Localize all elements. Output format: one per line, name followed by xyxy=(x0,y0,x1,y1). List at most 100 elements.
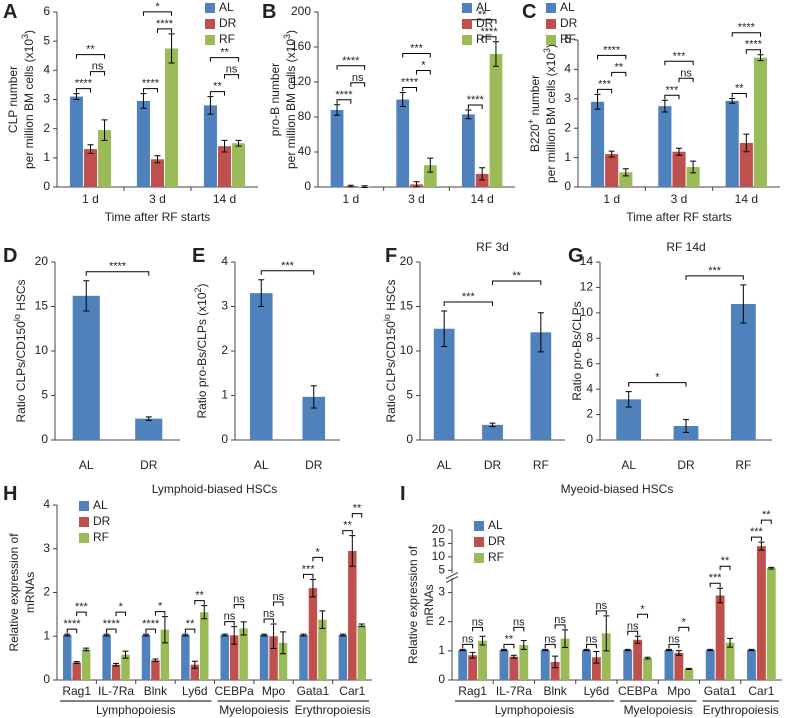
error-bar xyxy=(717,587,724,604)
bar xyxy=(111,664,121,680)
significance-label: ** xyxy=(512,270,521,282)
error-bar xyxy=(622,168,629,177)
y-axis-label-part: mRNAs xyxy=(23,572,37,613)
bar xyxy=(753,57,768,187)
x-tick-label: Blnk xyxy=(543,684,567,698)
significance-bracket xyxy=(481,36,497,41)
significance-bracket xyxy=(627,630,639,636)
y-tick-label: 5 xyxy=(406,388,413,402)
significance-bracket xyxy=(115,611,127,617)
bar xyxy=(590,101,605,187)
significance-bracket xyxy=(336,65,366,70)
bar xyxy=(468,655,478,680)
significance-label: *** xyxy=(708,265,722,277)
bar xyxy=(181,634,190,680)
bar xyxy=(278,642,288,680)
error-bar xyxy=(465,109,472,120)
significance-label: ** xyxy=(505,633,514,645)
y-axis-label: mRNAs xyxy=(422,584,436,625)
y-axis-label-part: ) xyxy=(22,30,36,34)
significance-label: ns xyxy=(224,611,236,623)
bar xyxy=(664,649,674,680)
error-bar xyxy=(261,633,268,637)
axis-break xyxy=(445,572,459,583)
y-axis-label-part: ) xyxy=(284,30,298,34)
x-tick-label: Car1 xyxy=(748,684,774,698)
significance-label: * xyxy=(655,372,660,384)
error-bar xyxy=(729,98,736,104)
significance-bracket xyxy=(184,628,196,634)
x-tick-label: Gata1 xyxy=(704,684,737,698)
chart-title: Myeoid-biased HSCs xyxy=(561,482,674,496)
panel-letter: I xyxy=(400,483,406,505)
x-tick-label: Car1 xyxy=(339,684,365,698)
error-bar xyxy=(191,660,198,669)
significance-label: ns xyxy=(680,67,692,79)
y-tick-label: 2 xyxy=(221,343,228,357)
bar xyxy=(705,649,715,680)
error-bar xyxy=(583,648,590,652)
legend-swatch xyxy=(462,19,472,29)
significance-label: *** xyxy=(750,526,764,538)
bar xyxy=(582,649,591,680)
significance-label: **** xyxy=(142,78,160,90)
significance-label: *** xyxy=(673,50,687,62)
significance-label: **** xyxy=(745,39,763,51)
bar xyxy=(633,639,643,680)
significance-label: ns xyxy=(668,633,680,645)
legend-swatch xyxy=(205,3,215,13)
bar xyxy=(299,634,308,680)
bar xyxy=(190,664,200,680)
error-bar xyxy=(221,633,228,637)
significance-bracket xyxy=(351,513,363,518)
error-bar xyxy=(240,621,247,636)
significance-label: **** xyxy=(335,89,353,101)
y-tick-label: 2 xyxy=(438,614,445,628)
legend-swatch xyxy=(546,3,556,13)
significance-bracket xyxy=(209,57,240,62)
bar xyxy=(623,649,633,680)
panel-letter: B xyxy=(262,1,276,23)
error-bar xyxy=(441,310,448,348)
significance-label: ns xyxy=(233,594,245,606)
bar xyxy=(269,636,278,680)
significance-bracket xyxy=(611,71,627,77)
bar xyxy=(348,550,357,680)
y-tick-label: 20 xyxy=(432,522,446,536)
bar xyxy=(747,649,756,680)
y-tick-label: 80 xyxy=(298,109,312,123)
x-tick-label: RF xyxy=(735,458,751,472)
group-label: Erythropoiesis xyxy=(703,703,779,717)
y-axis-label-part: number xyxy=(528,75,542,119)
error-bar xyxy=(748,648,755,652)
error-bar xyxy=(154,155,161,164)
legend-label: DR xyxy=(93,514,111,528)
bar xyxy=(63,634,72,680)
error-bar xyxy=(140,93,147,109)
error-bar xyxy=(221,139,228,153)
y-tick-label: 4 xyxy=(43,497,50,511)
y-tick-label: 5 xyxy=(43,33,50,47)
y-axis-label: per million BM cells (x103) xyxy=(542,44,558,183)
significance-label: ** xyxy=(762,509,771,521)
y-axis-label-part: HSCs xyxy=(14,279,28,314)
significance-label: ** xyxy=(186,618,195,630)
legend-label: RF xyxy=(476,32,492,46)
y-tick-label: 0 xyxy=(43,672,50,686)
significance-bracket xyxy=(664,94,680,100)
error-bar xyxy=(608,150,615,158)
x-tick-label: CEBPa xyxy=(215,684,255,698)
error-bar xyxy=(479,635,486,646)
bar xyxy=(499,649,509,680)
significance-label: ** xyxy=(343,520,352,532)
x-tick-label: Mpo xyxy=(262,684,286,698)
bar xyxy=(338,634,348,680)
bar xyxy=(249,293,273,440)
error-bar xyxy=(309,578,316,598)
legend-swatch xyxy=(474,521,484,531)
y-tick-label: 3 xyxy=(43,92,50,106)
legend-label: AL xyxy=(219,0,234,14)
error-bar xyxy=(542,648,549,652)
error-bar xyxy=(399,92,406,107)
significance-bracket xyxy=(224,74,240,79)
